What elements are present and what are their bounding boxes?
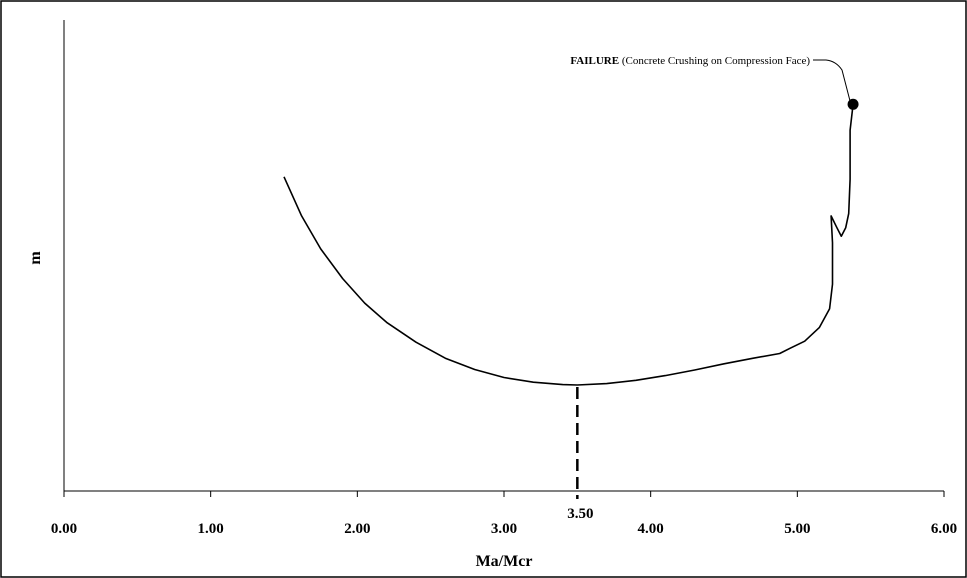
y-axis-label: m <box>27 251 44 265</box>
x-tick-labels: 0.00 1.00 2.00 3.00 4.00 5.00 6.00 <box>51 521 957 537</box>
failure-annotation-bold: FAILURE <box>570 55 619 67</box>
x-tick-label: 0.00 <box>51 521 77 537</box>
x-tick-label: 1.00 <box>198 521 224 537</box>
x-tick-label: 5.00 <box>784 521 810 537</box>
failure-point-marker <box>847 98 859 110</box>
failure-annotation-text: (Concrete Crushing on Compression Face) <box>619 55 810 67</box>
x-axis-label: Ma/Mcr <box>476 553 533 570</box>
x-ticks <box>63 491 945 497</box>
marker-label: 3.50 <box>567 506 593 522</box>
x-tick-label: 4.00 <box>638 521 664 537</box>
series-line <box>283 104 854 386</box>
x-tick-label: 6.00 <box>931 521 957 537</box>
failure-annotation: FAILURE (Concrete Crushing on Compressio… <box>570 55 810 67</box>
failure-leader-line <box>813 59 851 102</box>
x-tick-label: 2.00 <box>344 521 370 537</box>
x-tick-label: 3.00 <box>491 521 517 537</box>
